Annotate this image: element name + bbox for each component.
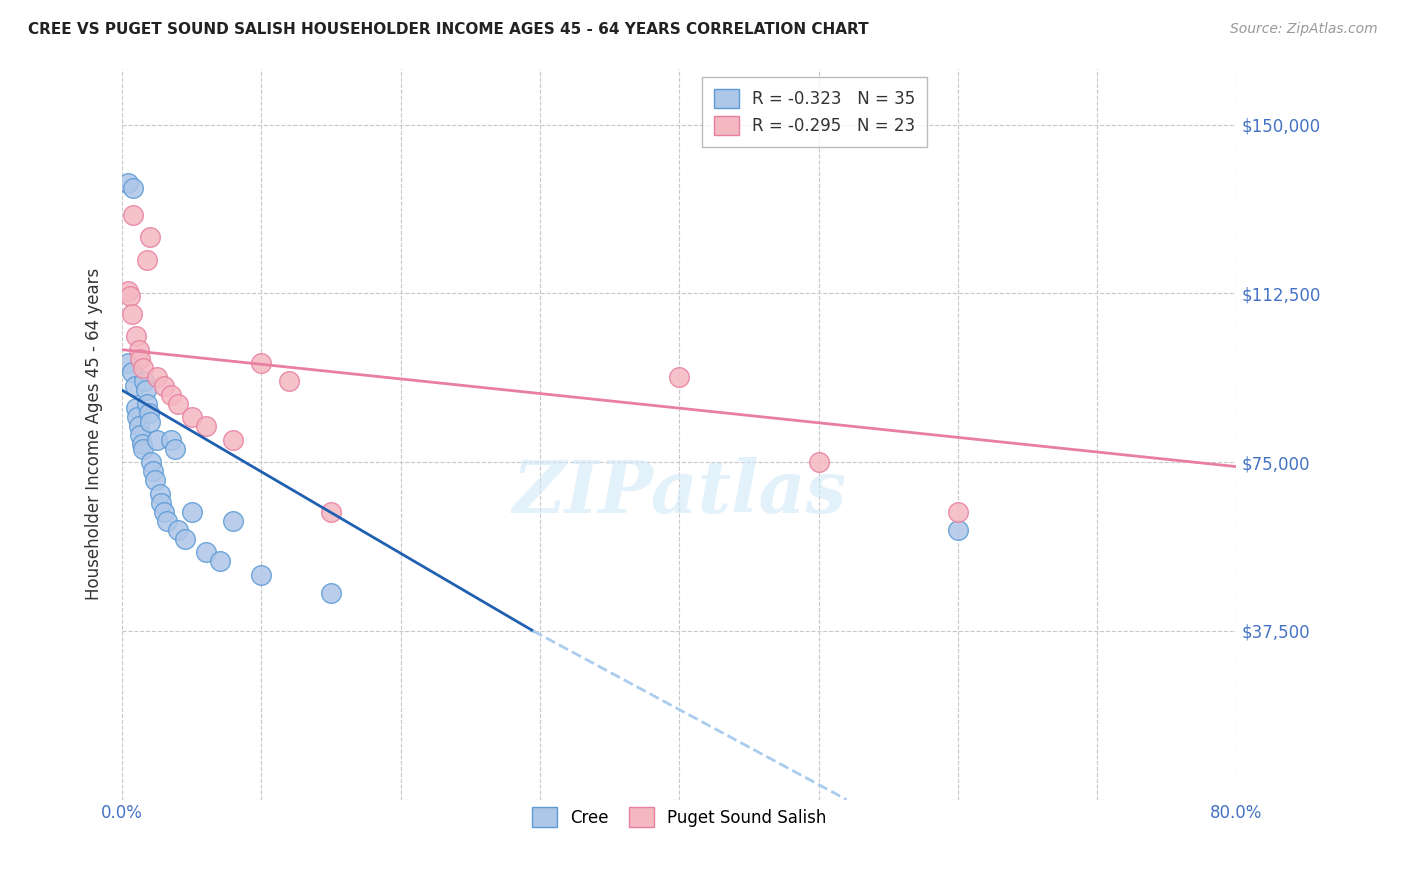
Point: [163, 442, 186, 456]
Point: [122, 208, 145, 222]
Point: [120, 288, 142, 302]
Point: [132, 442, 155, 456]
Point: [194, 419, 217, 434]
Point: [135, 383, 157, 397]
Point: [222, 433, 245, 447]
Point: [194, 545, 217, 559]
Point: [125, 401, 148, 416]
Point: [668, 369, 690, 384]
Point: [149, 486, 172, 500]
Point: [129, 351, 152, 366]
Point: [807, 455, 830, 469]
Point: [159, 387, 181, 401]
Point: [278, 374, 301, 388]
Text: CREE VS PUGET SOUND SALISH HOUSEHOLDER INCOME AGES 45 - 64 YEARS CORRELATION CHA: CREE VS PUGET SOUND SALISH HOUSEHOLDER I…: [28, 22, 869, 37]
Point: [122, 180, 145, 194]
Y-axis label: Householder Income Ages 45 - 64 years: Householder Income Ages 45 - 64 years: [86, 268, 103, 600]
Point: [150, 495, 173, 509]
Point: [166, 397, 188, 411]
Point: [121, 307, 143, 321]
Point: [117, 284, 139, 298]
Point: [136, 397, 159, 411]
Point: [250, 567, 273, 582]
Point: [153, 378, 176, 392]
Point: [208, 554, 231, 568]
Point: [146, 433, 169, 447]
Point: [129, 428, 152, 442]
Point: [222, 514, 245, 528]
Text: Source: ZipAtlas.com: Source: ZipAtlas.com: [1230, 22, 1378, 37]
Point: [173, 532, 195, 546]
Point: [127, 410, 149, 425]
Point: [156, 514, 179, 528]
Point: [159, 433, 181, 447]
Point: [946, 523, 969, 537]
Point: [166, 523, 188, 537]
Point: [128, 419, 150, 434]
Point: [946, 505, 969, 519]
Point: [319, 585, 342, 599]
Point: [128, 343, 150, 357]
Point: [145, 473, 167, 487]
Legend: Cree, Puget Sound Salish: Cree, Puget Sound Salish: [523, 799, 835, 835]
Point: [124, 378, 146, 392]
Point: [117, 176, 139, 190]
Point: [131, 437, 153, 451]
Point: [141, 455, 163, 469]
Point: [117, 356, 139, 370]
Point: [134, 374, 156, 388]
Text: ZIPatlas: ZIPatlas: [512, 457, 846, 528]
Point: [139, 230, 162, 244]
Point: [153, 505, 176, 519]
Point: [136, 252, 159, 267]
Point: [138, 406, 160, 420]
Point: [125, 329, 148, 343]
Point: [319, 505, 342, 519]
Point: [121, 365, 143, 379]
Point: [250, 356, 273, 370]
Point: [139, 415, 162, 429]
Point: [142, 464, 165, 478]
Point: [180, 410, 202, 425]
Point: [180, 505, 202, 519]
Point: [146, 369, 169, 384]
Point: [132, 360, 155, 375]
